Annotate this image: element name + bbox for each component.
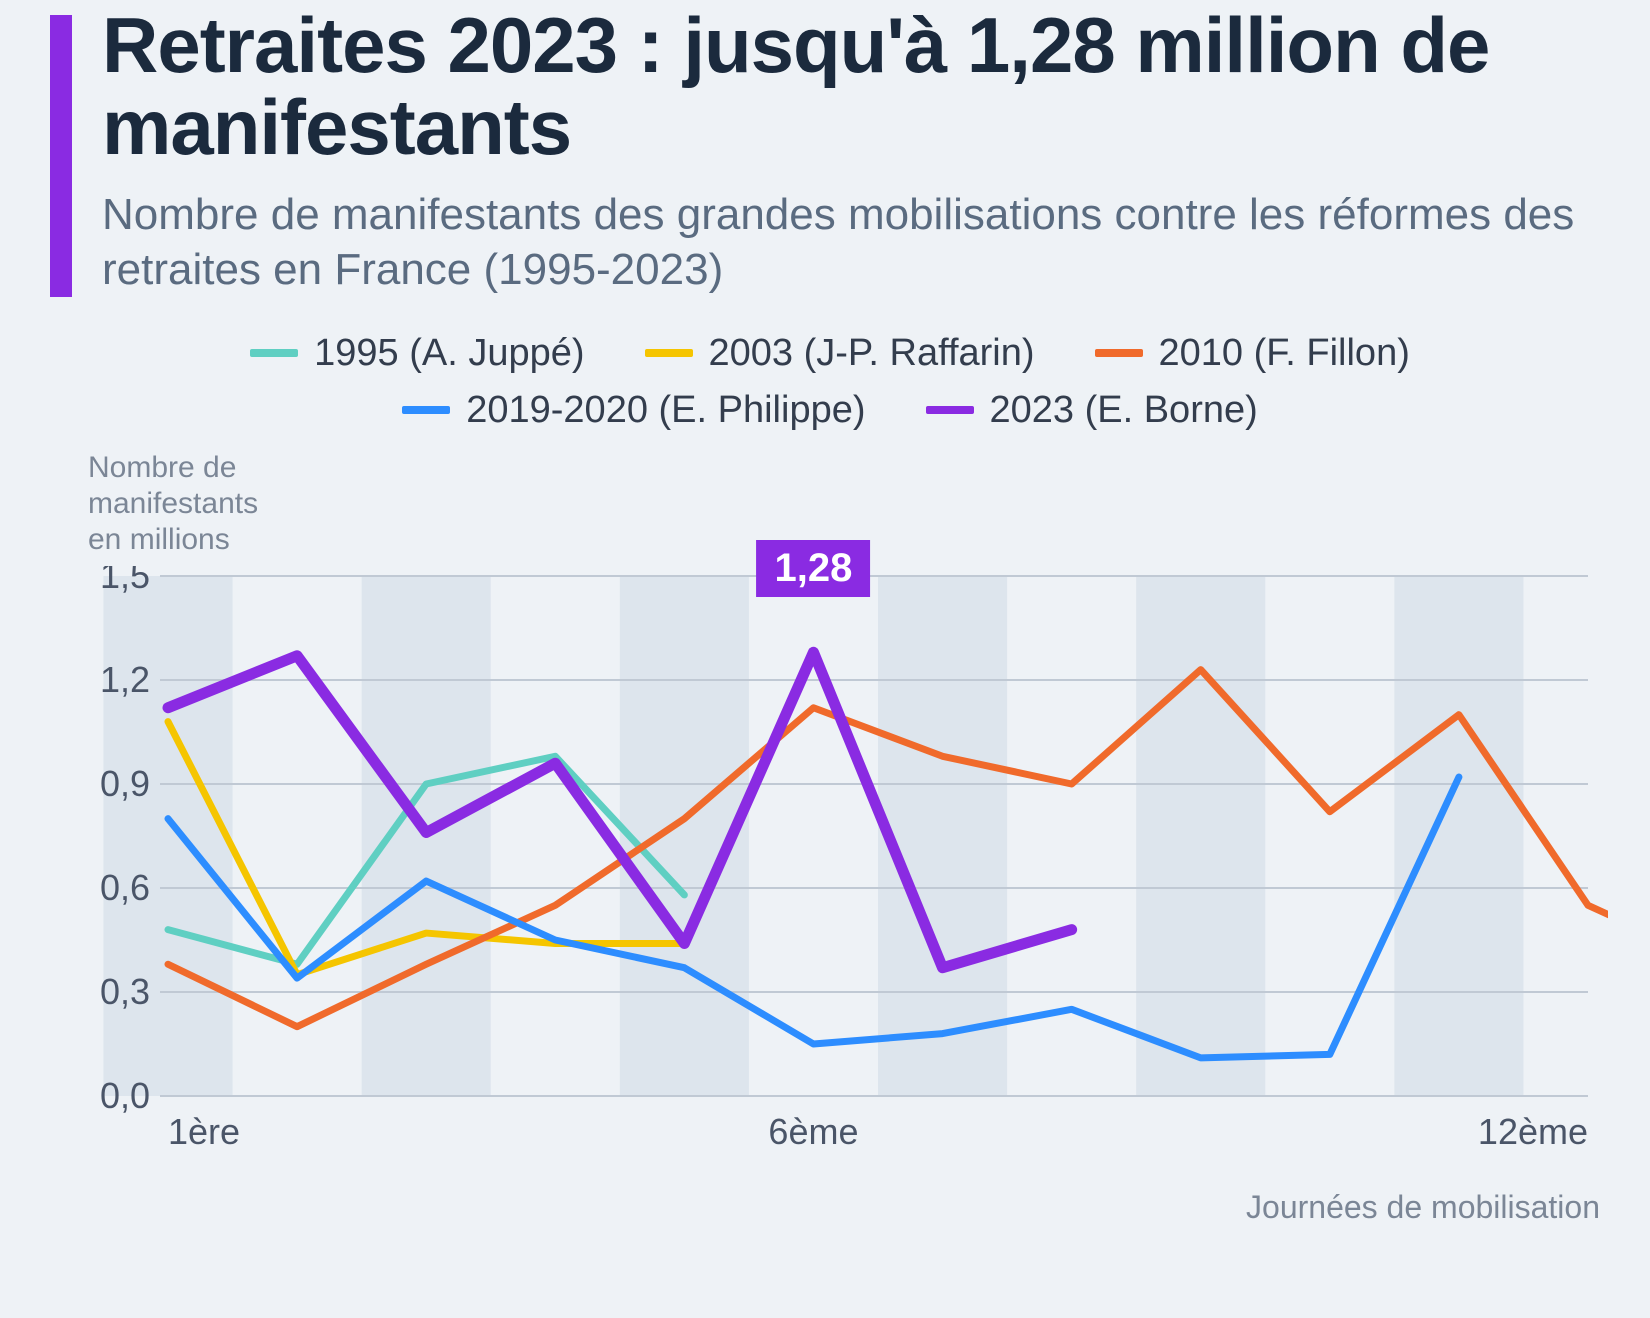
- legend-item: 1995 (A. Juppé): [250, 332, 584, 375]
- chart-title: Retraites 2023 : jusqu'à 1,28 million de…: [102, 5, 1610, 169]
- legend-swatch: [645, 349, 693, 357]
- svg-text:0,3: 0,3: [100, 971, 150, 1012]
- peak-callout: 1,28: [757, 540, 871, 597]
- svg-text:0,0: 0,0: [100, 1075, 150, 1116]
- legend: 1995 (A. Juppé) 2003 (J-P. Raffarin) 2010 …: [50, 332, 1610, 432]
- legend-item: 2003 (J-P. Raffarin): [645, 332, 1035, 375]
- legend-item: 2010 (F. Fillon): [1095, 332, 1410, 375]
- legend-swatch: [402, 406, 450, 414]
- legend-label: 2023 (E. Borne): [990, 389, 1258, 432]
- header: Retraites 2023 : jusqu'à 1,28 million de…: [50, 0, 1610, 297]
- legend-swatch: [250, 349, 298, 357]
- svg-text:6ème: 6ème: [768, 1111, 858, 1152]
- legend-label: 2003 (J-P. Raffarin): [709, 332, 1035, 375]
- accent-bar: [50, 15, 72, 297]
- svg-text:1,2: 1,2: [100, 659, 150, 700]
- legend-item: 2019-2020 (E. Philippe): [402, 389, 865, 432]
- chart: 0,00,30,60,91,21,51ère6ème12ème 1,28: [88, 566, 1610, 1181]
- svg-text:0,6: 0,6: [100, 867, 150, 908]
- legend-label: 2010 (F. Fillon): [1159, 332, 1410, 375]
- legend-label: 1995 (A. Juppé): [314, 332, 584, 375]
- line-chart-svg: 0,0 0,3 0,6 0,9 1,2 1,5 1ère 6ème 12ème: [88, 566, 1608, 1176]
- chart-subtitle: Nombre de manifestants des grandes mobil…: [102, 187, 1610, 297]
- svg-text:1,5: 1,5: [100, 566, 150, 596]
- legend-swatch: [926, 406, 974, 414]
- svg-text:0,9: 0,9: [100, 763, 150, 804]
- svg-text:12ème: 12ème: [1478, 1111, 1588, 1152]
- legend-swatch: [1095, 349, 1143, 357]
- legend-item: 2023 (E. Borne): [926, 389, 1258, 432]
- legend-label: 2019-2020 (E. Philippe): [466, 389, 865, 432]
- svg-text:1ère: 1ère: [168, 1111, 240, 1152]
- x-axis-title: Journées de mobilisation: [50, 1189, 1600, 1226]
